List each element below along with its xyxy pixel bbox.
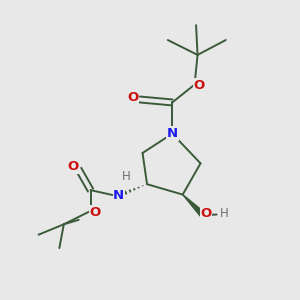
Text: O: O — [200, 207, 211, 220]
Text: N: N — [113, 189, 124, 202]
Text: O: O — [128, 92, 139, 104]
Text: O: O — [194, 79, 205, 92]
Text: O: O — [67, 160, 78, 173]
Polygon shape — [183, 195, 206, 218]
Text: H: H — [122, 170, 130, 183]
Text: N: N — [167, 127, 178, 140]
Text: O: O — [89, 206, 100, 219]
Text: H: H — [220, 207, 229, 220]
